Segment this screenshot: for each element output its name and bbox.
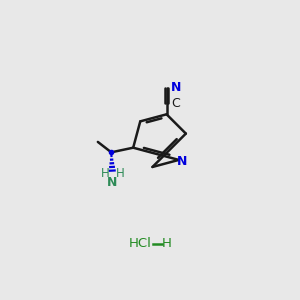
Text: H: H (162, 237, 172, 250)
Text: C: C (171, 98, 180, 110)
Text: HCl: HCl (128, 237, 151, 250)
Text: N: N (171, 82, 182, 94)
Text: N: N (107, 176, 118, 189)
Text: H: H (100, 167, 109, 180)
Text: N: N (177, 154, 187, 168)
Text: H: H (116, 167, 124, 180)
